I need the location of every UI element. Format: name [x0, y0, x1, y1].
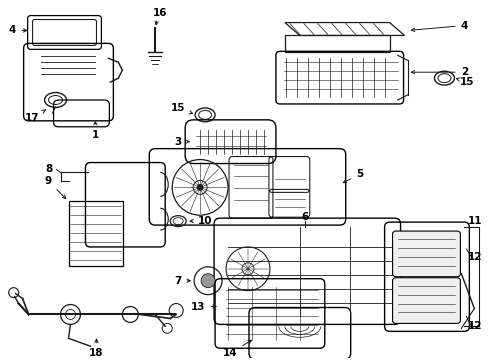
Text: 14: 14	[222, 340, 251, 358]
Text: 17: 17	[25, 110, 45, 123]
Text: 11: 11	[467, 216, 482, 226]
Text: 2: 2	[410, 67, 467, 77]
Text: 13: 13	[190, 302, 216, 311]
Text: 3: 3	[174, 137, 189, 147]
Circle shape	[201, 274, 215, 288]
Bar	[68, 201, 123, 266]
Text: 15: 15	[455, 77, 474, 87]
FancyBboxPatch shape	[392, 231, 459, 277]
Text: 1: 1	[92, 122, 99, 140]
Text: 4: 4	[9, 26, 27, 36]
Text: 16: 16	[153, 8, 167, 18]
Text: 18: 18	[89, 339, 103, 358]
Text: 10: 10	[190, 216, 212, 226]
Text: 5: 5	[343, 170, 363, 183]
Text: 15: 15	[171, 103, 192, 114]
Text: 12: 12	[467, 252, 482, 262]
Text: 6: 6	[301, 212, 308, 222]
Text: 9: 9	[45, 176, 65, 199]
FancyBboxPatch shape	[392, 278, 459, 323]
Text: 4: 4	[410, 21, 467, 32]
Text: 8: 8	[45, 165, 52, 175]
Circle shape	[197, 184, 203, 190]
Text: 7: 7	[174, 276, 190, 286]
Text: 12: 12	[467, 321, 482, 332]
